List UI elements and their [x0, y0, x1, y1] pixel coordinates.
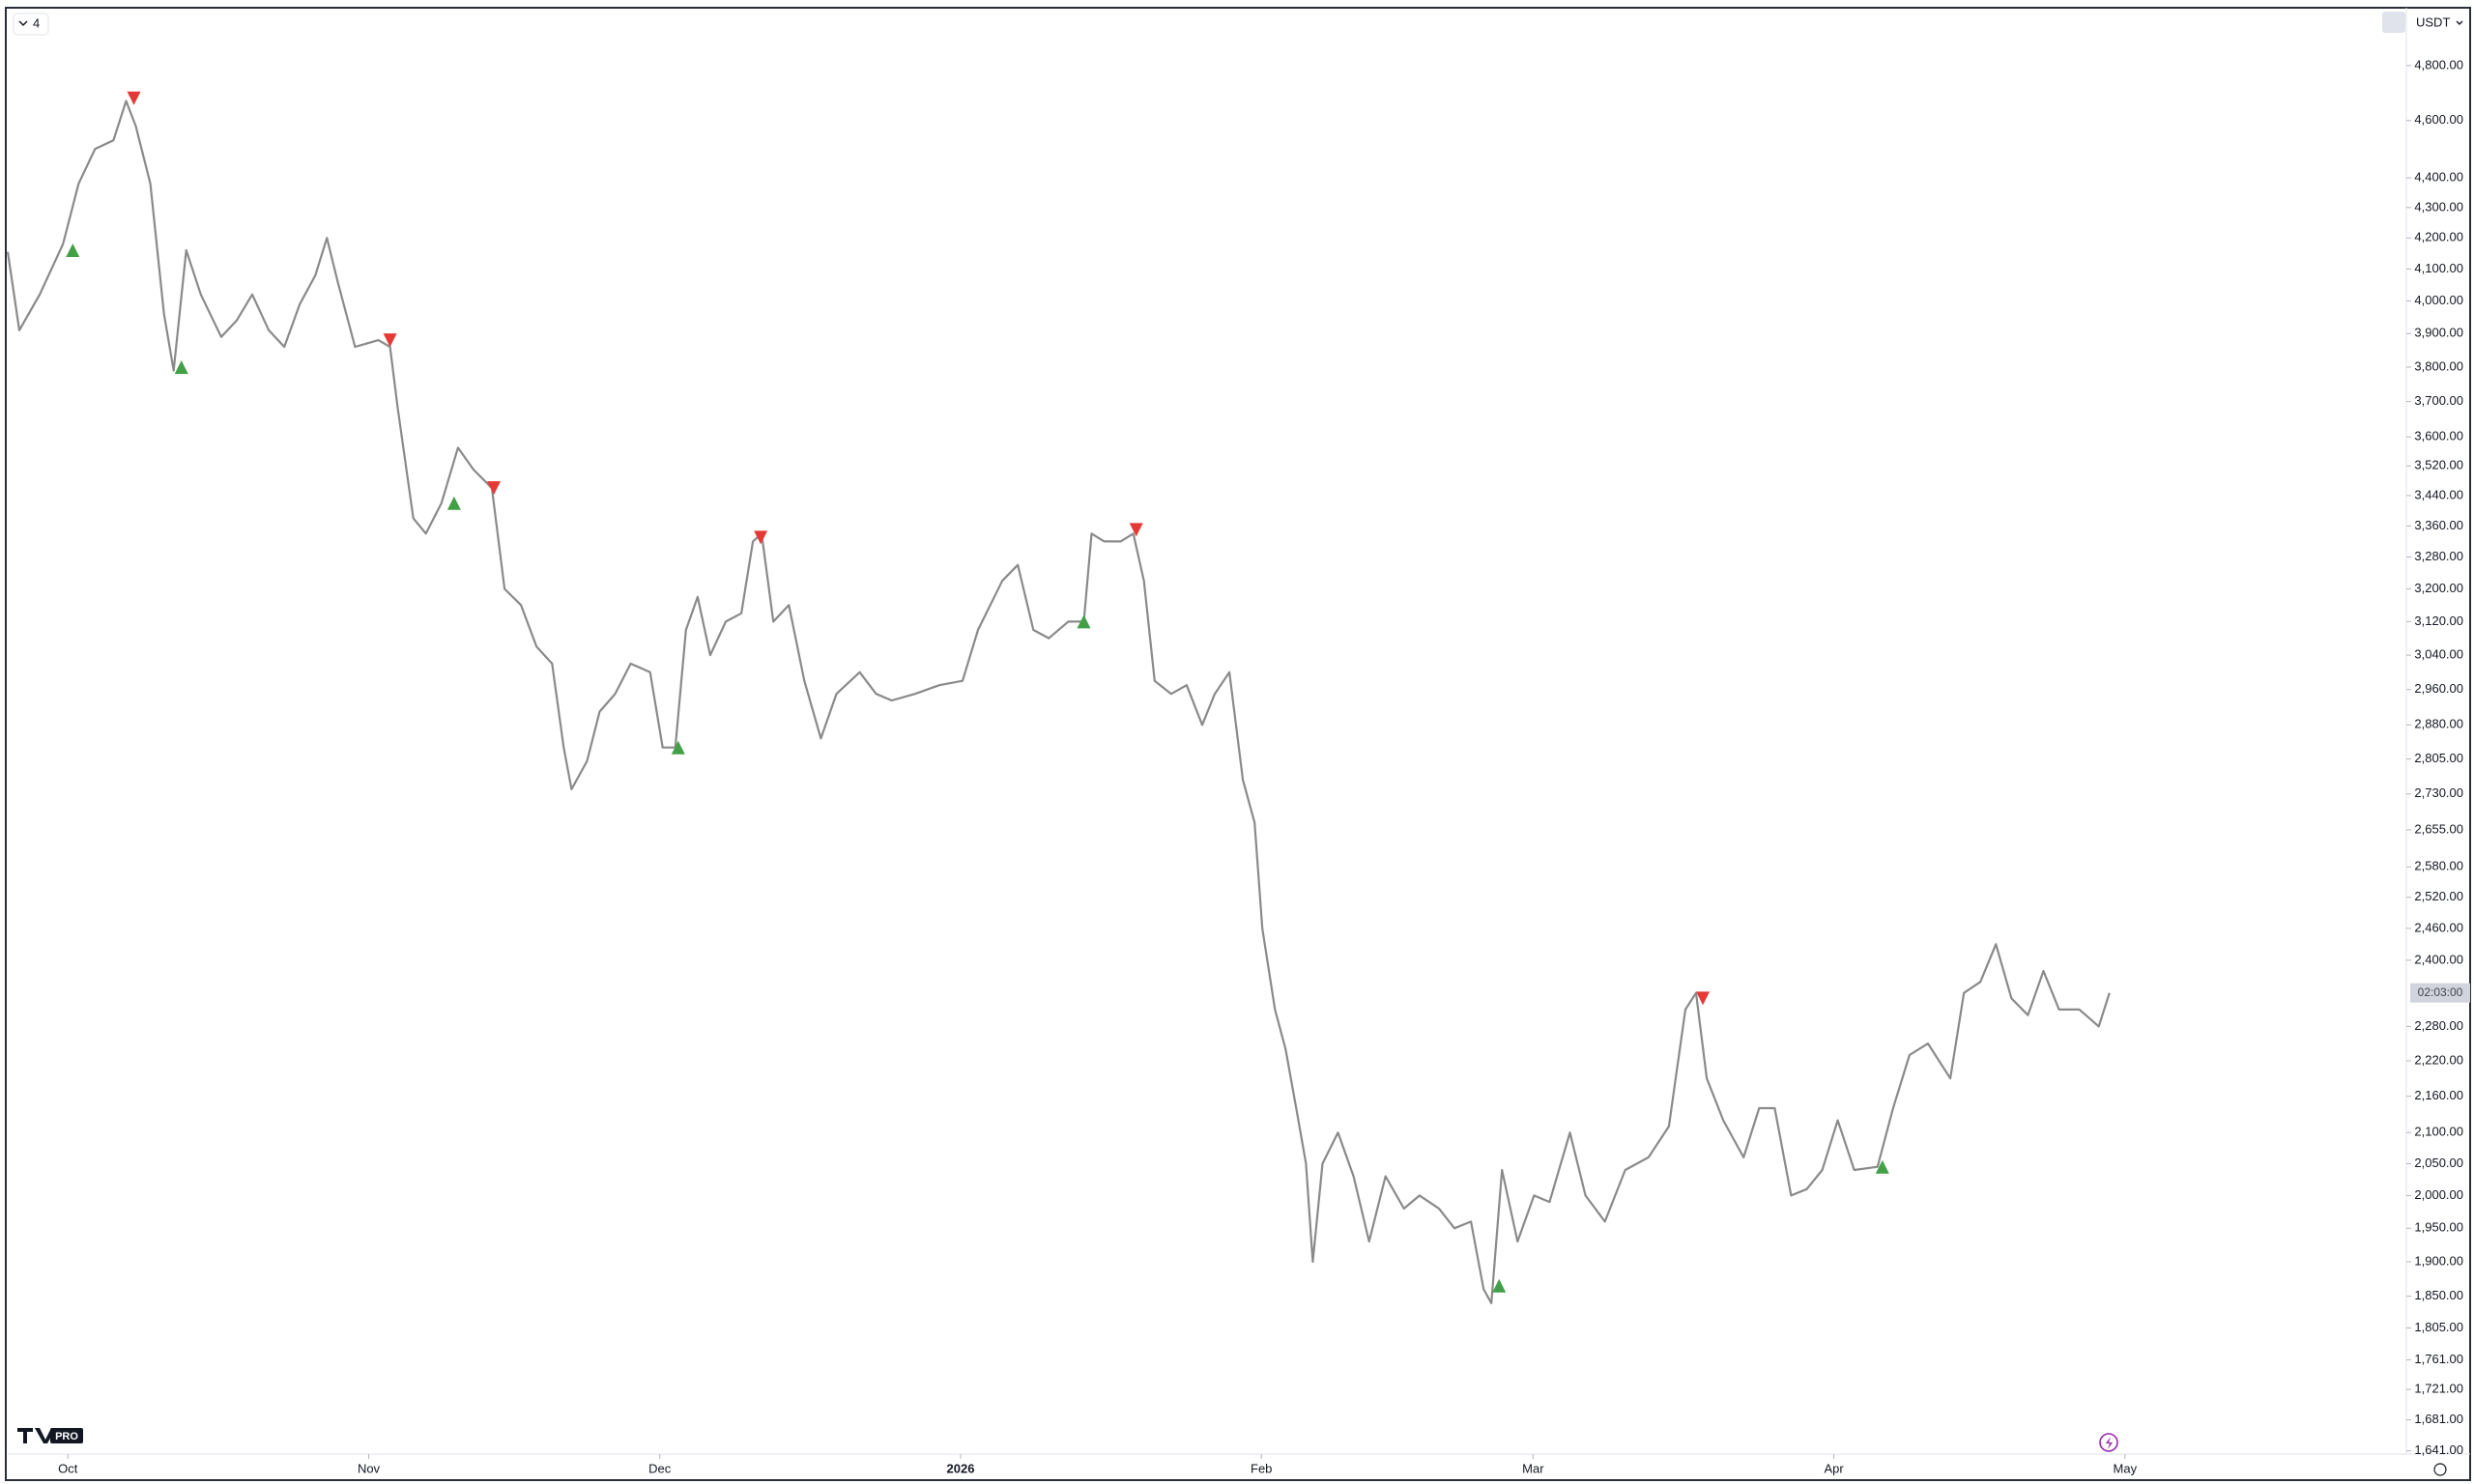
currency-chevron — [2456, 20, 2463, 25]
currency-label[interactable]: USDT — [2416, 14, 2450, 29]
y-tick-label: 3,200.00 — [2414, 581, 2463, 595]
x-tick-label: May — [2114, 1461, 2138, 1475]
sell-marker — [487, 481, 502, 496]
x-tick-label: 2026 — [947, 1461, 975, 1475]
countdown-box — [2410, 983, 2470, 1003]
y-tick-label: 3,600.00 — [2414, 429, 2463, 443]
y-tick-label: 1,721.00 — [2414, 1382, 2463, 1396]
y-tick-label: 4,800.00 — [2414, 57, 2463, 71]
interval-box[interactable] — [13, 13, 49, 36]
lightning-icon[interactable] — [2099, 1433, 2118, 1452]
y-tick-label: 2,100.00 — [2414, 1125, 2463, 1139]
buy-marker — [174, 359, 188, 374]
price-line — [6, 100, 2111, 1304]
y-tick-label: 1,761.00 — [2414, 1352, 2463, 1366]
y-tick-label: 2,050.00 — [2414, 1156, 2463, 1170]
sell-marker — [127, 91, 141, 105]
toolbar-button[interactable] — [2382, 12, 2405, 33]
y-tick-label: 2,000.00 — [2414, 1187, 2463, 1202]
y-tick-label: 2,580.00 — [2414, 859, 2463, 873]
y-tick-label: 4,200.00 — [2414, 230, 2463, 244]
y-tick-label: 2,520.00 — [2414, 889, 2463, 903]
y-tick-label: 1,850.00 — [2414, 1288, 2463, 1302]
buy-marker — [446, 496, 461, 510]
interval-label: 4 — [33, 15, 40, 30]
y-tick-label: 3,800.00 — [2414, 358, 2463, 373]
y-tick-label: 4,000.00 — [2414, 293, 2463, 307]
y-tick-label: 2,460.00 — [2414, 920, 2463, 934]
y-tick-label: 1,805.00 — [2414, 1320, 2463, 1334]
y-tick-label: 2,400.00 — [2414, 952, 2463, 966]
y-tick-label: 1,900.00 — [2414, 1253, 2463, 1268]
plot-area: 4,800.00 4,600.00 4,400.00 4,300.00 4,200.00… — [6, 57, 2470, 1475]
y-tick-label: 1,641.00 — [2414, 1442, 2463, 1457]
y-tick-label: 3,700.00 — [2414, 393, 2463, 408]
x-tick-label: Oct — [58, 1461, 78, 1475]
chevron — [18, 20, 28, 27]
buy-marker — [66, 243, 80, 258]
logo-text: PRO — [55, 1431, 78, 1442]
y-tick-label: 3,360.00 — [2414, 518, 2463, 532]
y-tick-label: 4,400.00 — [2414, 170, 2463, 185]
y-tick-label: 3,520.00 — [2414, 458, 2463, 472]
sell-marker — [383, 333, 397, 348]
interval-button[interactable]: 4 — [13, 13, 49, 36]
buy-marker — [1875, 1159, 1889, 1174]
y-tick-label: 2,730.00 — [2414, 785, 2463, 800]
y-tick-label: 3,440.00 — [2414, 487, 2463, 501]
x-tick-label: Dec — [648, 1461, 672, 1475]
sell-marker — [1129, 523, 1143, 537]
y-tick-label: 2,220.00 — [2414, 1052, 2463, 1067]
logo-mark — [17, 1428, 56, 1443]
x-tick-label: Mar — [1522, 1461, 1544, 1475]
y-tick-label: 2,160.00 — [2414, 1088, 2463, 1102]
countdown-label: 02:03:00 — [2418, 985, 2463, 999]
x-tick-label: Feb — [1251, 1461, 1272, 1475]
buy-marker — [1492, 1278, 1507, 1293]
y-tick-label: 1,950.00 — [2414, 1220, 2463, 1235]
x-tick-label: Nov — [358, 1461, 381, 1475]
sell-marker — [1696, 991, 1711, 1006]
y-tick-label: 4,300.00 — [2414, 199, 2463, 214]
y-tick-label: 4,100.00 — [2414, 261, 2463, 275]
y-tick-label: 2,655.00 — [2414, 821, 2463, 836]
y-tick-label: 3,280.00 — [2414, 549, 2463, 563]
sell-marker — [754, 530, 768, 545]
y-tick-label: 3,900.00 — [2414, 326, 2463, 340]
y-tick-label: 2,880.00 — [2414, 717, 2463, 731]
y-tick-label: 2,805.00 — [2414, 751, 2463, 765]
lightning-bolt — [2106, 1437, 2113, 1449]
x-tick-label: Apr — [1824, 1461, 1844, 1475]
settings-icon[interactable] — [2433, 1463, 2447, 1476]
logo: PRO — [17, 1428, 83, 1443]
buy-marker — [671, 740, 685, 755]
logo-badge — [50, 1428, 83, 1443]
y-tick-label: 3,040.00 — [2414, 647, 2463, 662]
buy-marker — [1077, 614, 1091, 629]
y-tick-label: 2,280.00 — [2414, 1018, 2463, 1033]
y-tick-label: 4,600.00 — [2414, 112, 2463, 127]
y-tick-label: 1,681.00 — [2414, 1412, 2463, 1426]
y-tick-label: 2,960.00 — [2414, 681, 2463, 696]
y-tick-label: 3,120.00 — [2414, 614, 2463, 628]
